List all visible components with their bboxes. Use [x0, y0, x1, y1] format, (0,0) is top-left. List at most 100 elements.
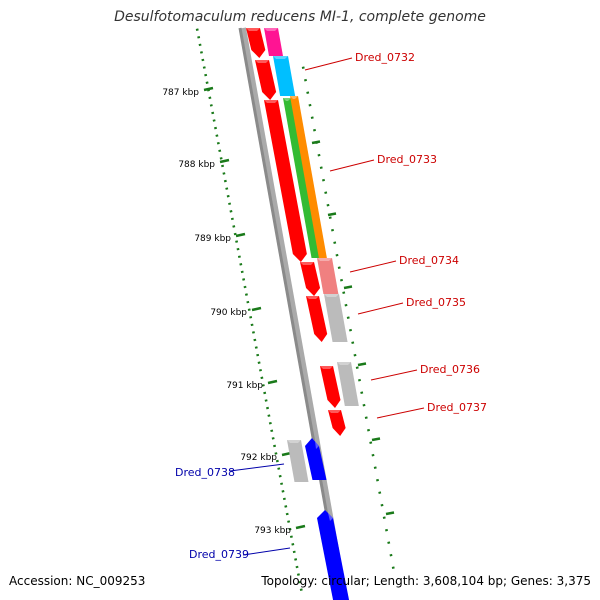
feature-0738 — [305, 438, 327, 480]
scale-label: 793 kbp — [254, 526, 291, 536]
minor-tick — [195, 28, 199, 31]
right-minor-tick — [358, 378, 361, 382]
scale-label: 792 kbp — [240, 453, 277, 463]
right-minor-tick — [340, 278, 343, 282]
feature-0732-blue — [273, 56, 296, 96]
feature-0734-pink-body — [317, 258, 339, 294]
backbone-line — [238, 27, 344, 600]
topology-text: Topology: circular; Length: 3,608,104 bp… — [261, 574, 591, 588]
feature-0733 — [264, 100, 307, 262]
minor-tick — [268, 421, 272, 425]
scale-label: 789 kbp — [194, 234, 231, 244]
feature-0733-orange-highlight — [290, 96, 298, 99]
feature-0732-highlight — [255, 60, 269, 63]
right-minor-tick — [342, 291, 346, 294]
right-minor-tick — [335, 253, 339, 257]
gene-leader-line — [376, 407, 425, 419]
feature-0734-pink — [317, 258, 339, 294]
right-major-tick — [327, 212, 337, 217]
right-major-tick — [371, 437, 381, 442]
minor-tick — [219, 157, 223, 160]
minor-tick — [212, 119, 216, 122]
right-minor-tick — [349, 328, 352, 332]
minor-tick — [261, 384, 265, 387]
minor-tick — [267, 414, 271, 417]
minor-tick — [233, 232, 237, 236]
feature-0735-grey-highlight — [324, 294, 339, 297]
feature-0733-orange-body — [290, 96, 327, 258]
right-major-tick — [385, 511, 395, 516]
feature-0733-green — [283, 98, 320, 258]
minor-tick — [244, 293, 248, 296]
major-tick — [219, 158, 230, 164]
feature-0734 — [300, 262, 321, 296]
minor-tick — [281, 490, 285, 493]
minor-tick — [242, 278, 246, 281]
feature-0731-body — [246, 28, 266, 58]
minor-tick — [239, 263, 243, 266]
map-title: Desulfotomaculum reducens MI-1, complete… — [114, 9, 486, 25]
minor-tick — [201, 58, 205, 62]
major-tick — [295, 524, 306, 530]
feature-0733-green-body — [283, 98, 320, 258]
scale-label: 791 kbp — [226, 381, 263, 391]
minor-tick — [251, 331, 255, 334]
minor-tick — [271, 437, 275, 440]
feature-0734-pink-highlight — [317, 258, 332, 261]
minor-tick — [278, 474, 282, 478]
minor-tick — [218, 149, 222, 153]
accession-text: Accession: NC_009253 — [9, 574, 146, 588]
gene-labels: Dred_0732 Dred_0733 Dred_0734 Dred_0735 Dred… — [175, 51, 487, 561]
feature-0734-body — [300, 262, 321, 296]
feature-0738-body — [305, 438, 327, 480]
right-minor-tick — [324, 191, 328, 194]
minor-tick — [257, 361, 261, 364]
minor-tick — [236, 247, 240, 251]
minor-tick — [298, 580, 302, 584]
right-minor-tick — [333, 241, 337, 244]
right-minor-tick — [378, 491, 382, 494]
right-major-tick — [357, 362, 367, 367]
right-minor-tick — [376, 478, 379, 482]
minor-tick — [270, 429, 274, 433]
right-minor-tick — [322, 178, 325, 182]
gene-label: Dred_0733 — [377, 153, 437, 166]
right-minor-tick — [360, 391, 364, 394]
minor-tick — [275, 459, 279, 463]
feature-0735-grey — [324, 294, 348, 342]
minor-tick — [273, 444, 277, 448]
gene-leader-line — [242, 547, 291, 556]
minor-tick — [253, 338, 257, 342]
minor-tick — [282, 497, 286, 501]
gene-leader-line — [349, 260, 397, 273]
gene-label: Dred_0735 — [406, 296, 466, 309]
minor-tick — [260, 376, 264, 380]
minor-tick — [296, 573, 300, 576]
right-minor-tick — [373, 466, 377, 469]
feature-0736-grey-body — [337, 362, 359, 406]
feature-0738-grey — [287, 440, 309, 482]
right-minor-tick — [389, 553, 393, 557]
feature-0735-body — [306, 296, 328, 342]
tick-marks: 787 kbp 788 kbp 789 kbp 790 kbp 791 kbp 792 k… — [162, 28, 395, 591]
right-minor-tick — [304, 78, 307, 82]
feature-0735-highlight — [306, 296, 319, 299]
minor-tick — [256, 353, 260, 357]
gene-leader-line — [370, 369, 418, 381]
minor-tick — [254, 346, 258, 349]
right-minor-tick — [369, 441, 373, 444]
minor-tick — [246, 300, 250, 304]
feature-0733-green-highlight — [283, 98, 291, 101]
minor-tick — [284, 505, 288, 508]
right-major-tick — [343, 285, 353, 290]
right-minor-tick — [387, 541, 391, 544]
right-minor-tick — [331, 228, 334, 232]
gene-leader-line — [304, 57, 353, 71]
minor-tick — [232, 225, 236, 228]
gene-label: Dred_0736 — [420, 363, 480, 376]
feature-0738-grey-highlight — [287, 440, 301, 443]
minor-tick — [247, 308, 251, 311]
right-minor-tick — [351, 341, 355, 344]
minor-tick — [277, 467, 281, 470]
